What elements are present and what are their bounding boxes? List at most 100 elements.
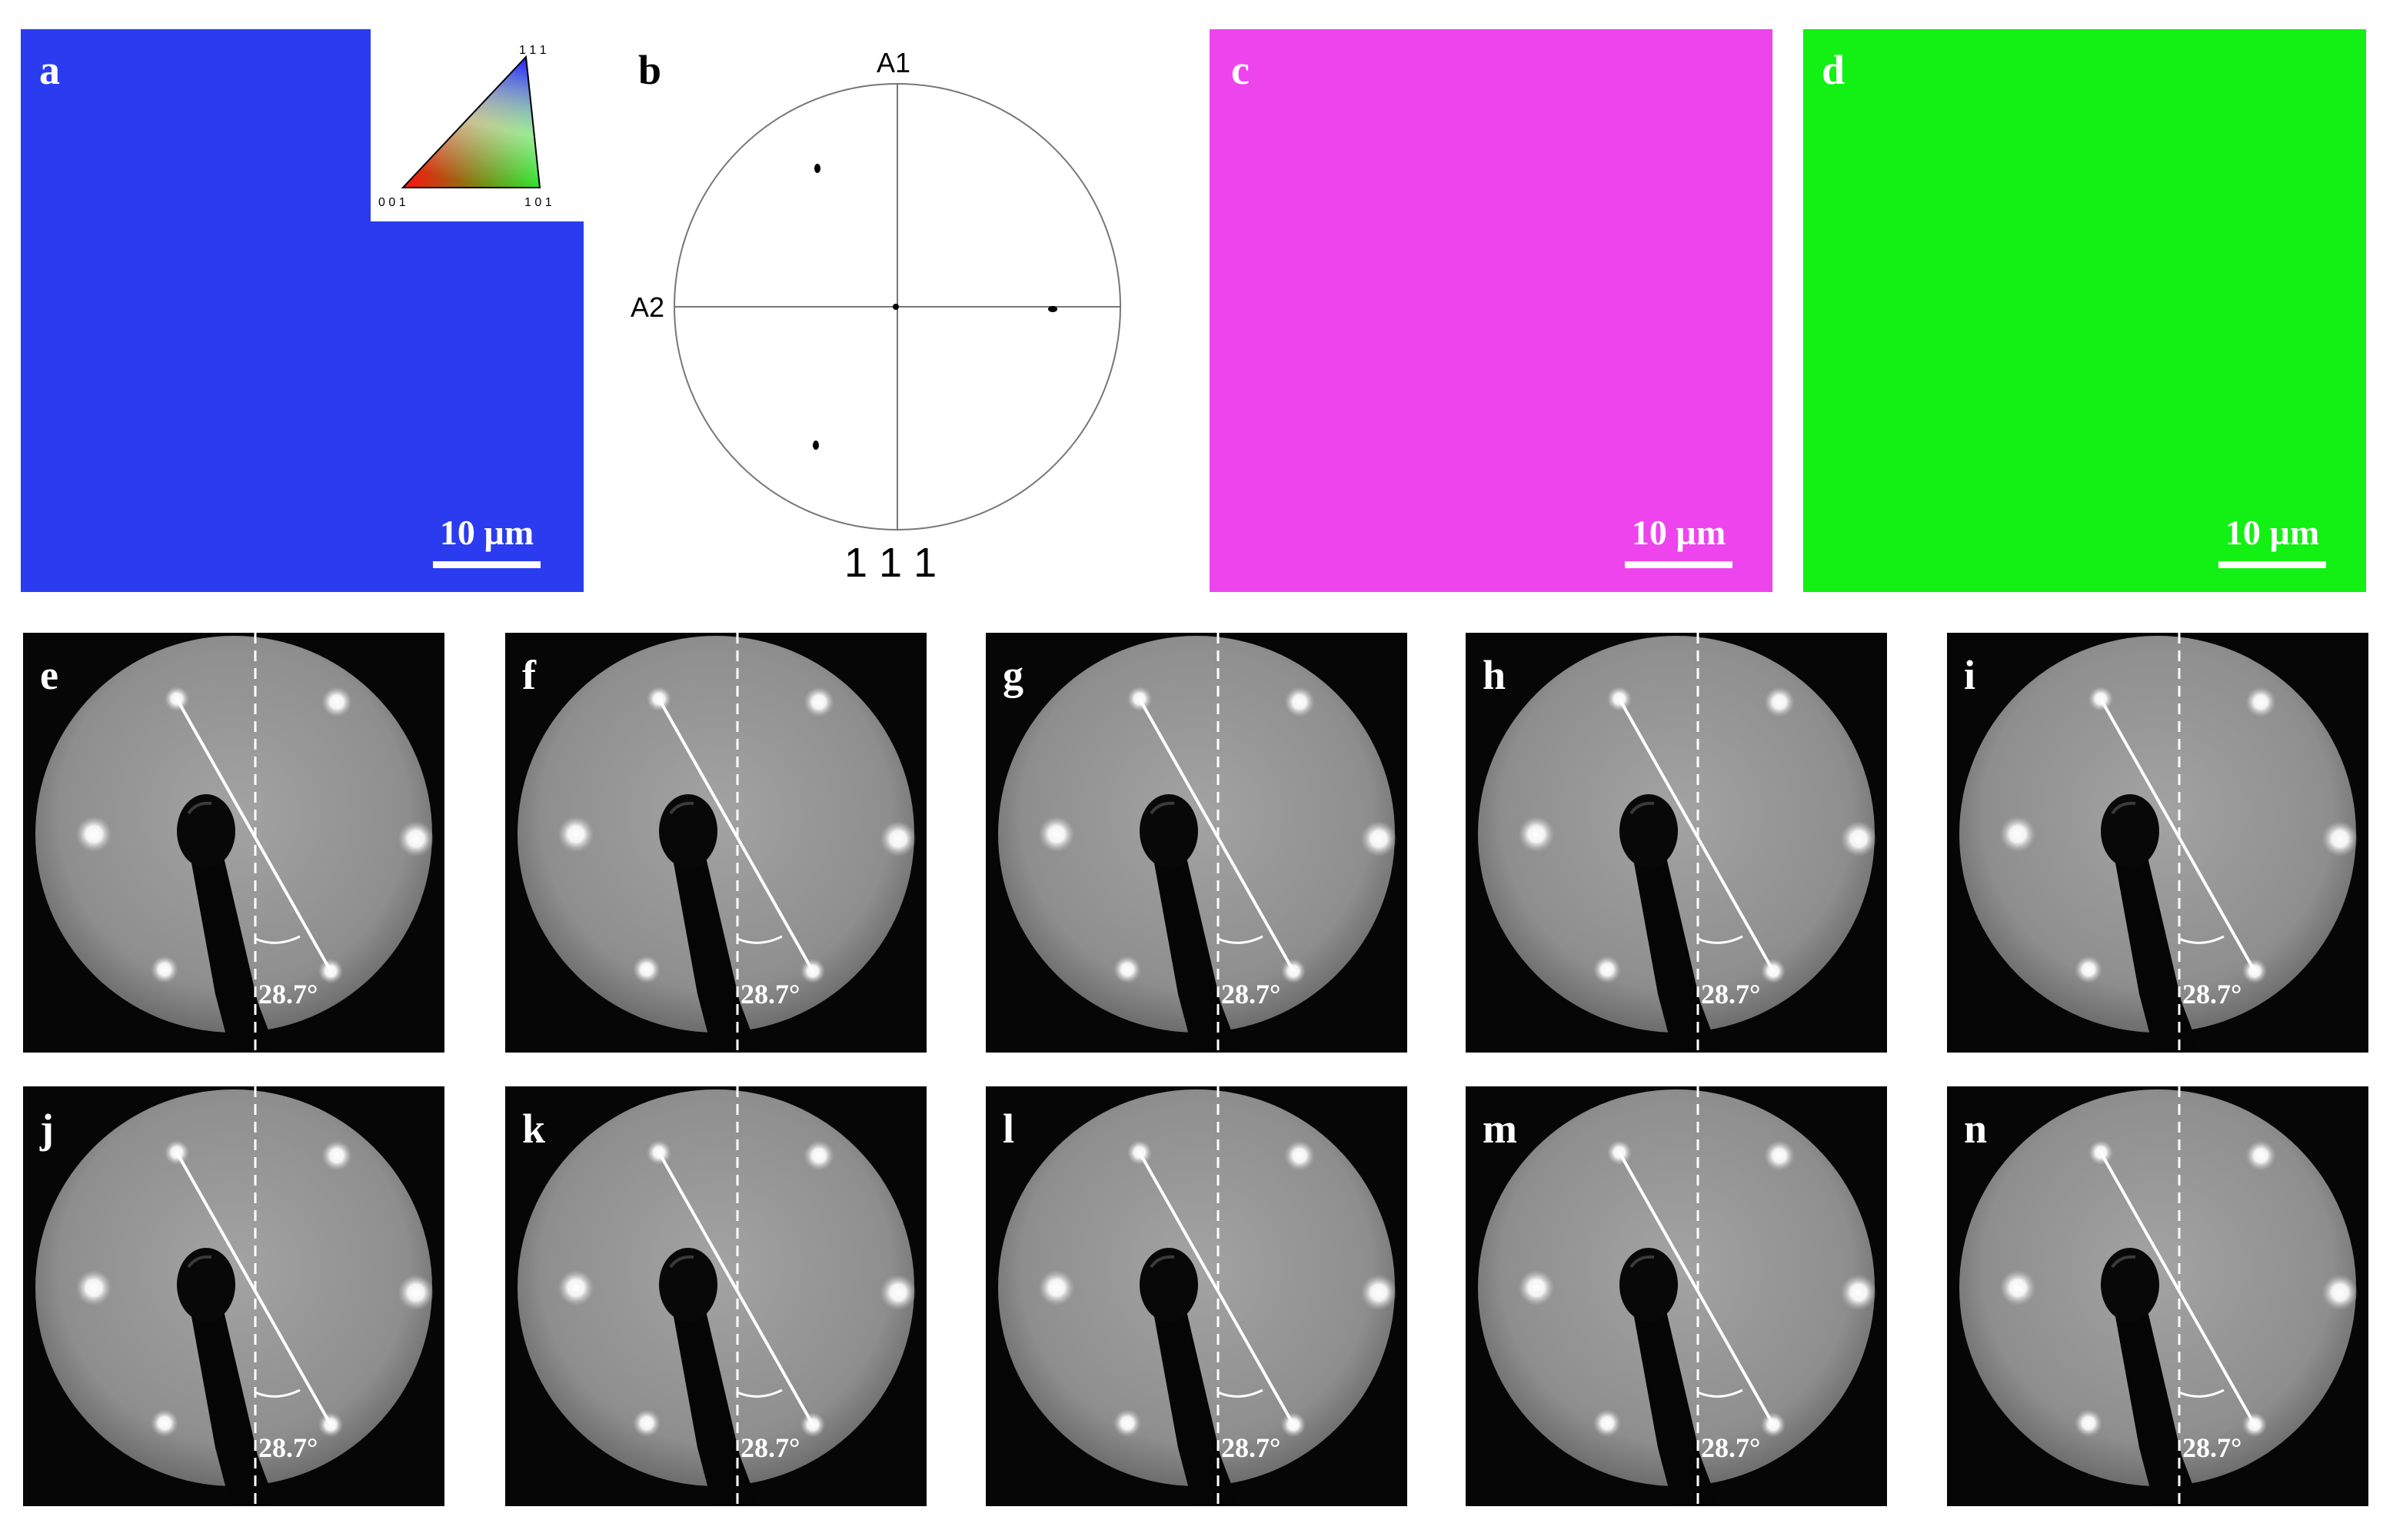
diffraction-spot xyxy=(321,1140,352,1171)
plane-label-111: 1 1 1 xyxy=(844,540,937,586)
pole-figure-plot: A1 A2 1 1 1 xyxy=(631,47,1121,586)
diffraction-spot xyxy=(75,1269,112,1306)
spot-connection-line xyxy=(175,698,332,972)
pole-point xyxy=(814,164,820,173)
leed-pattern-k: k 28.7° xyxy=(505,1086,927,1506)
angle-label: 28.7° xyxy=(1701,1432,1761,1463)
diffraction-spot xyxy=(557,1269,594,1306)
panel-label-a: a xyxy=(39,47,60,93)
angle-label: 28.7° xyxy=(741,1432,800,1463)
scale-bar-label: 10 µm xyxy=(1631,513,1726,552)
panel-label-j: j xyxy=(40,1106,54,1152)
spot-connection-line xyxy=(1618,698,1775,972)
spot-connection-line xyxy=(657,698,814,972)
scale-bar-line xyxy=(2218,561,2326,568)
spot-connection-line xyxy=(2099,698,2256,972)
diffraction-spot xyxy=(804,1140,834,1171)
panel-label-b: b xyxy=(638,47,662,93)
scale-bar-line xyxy=(433,561,541,568)
angle-arc xyxy=(2178,1389,2225,1398)
angle-label: 28.7° xyxy=(2182,1432,2242,1463)
diffraction-spot xyxy=(1840,820,1877,857)
diffraction-spot xyxy=(880,820,917,857)
panel-label-e: e xyxy=(40,652,58,698)
diffraction-spot xyxy=(1593,1409,1621,1437)
leed-pattern-i: i 28.7° xyxy=(1947,633,2368,1053)
spot-connection-line xyxy=(2099,1152,2256,1425)
panel-label-l: l xyxy=(1003,1106,1015,1152)
angle-label: 28.7° xyxy=(258,1432,318,1463)
diffraction-spot xyxy=(2075,1409,2102,1437)
diffraction-spot xyxy=(75,816,112,853)
scale-bar-label: 10 µm xyxy=(2225,513,2320,552)
diffraction-spot xyxy=(633,1409,661,1437)
spot-connection-line xyxy=(1138,698,1295,972)
diffraction-spot xyxy=(1999,816,2036,853)
diffraction-spot xyxy=(2075,956,2102,983)
diffraction-spot xyxy=(1284,1140,1315,1171)
leed-pattern-image xyxy=(518,633,917,1053)
ipf-legend-cutout: 1 1 1 0 0 1 1 0 1 xyxy=(371,29,584,221)
diffraction-spot xyxy=(1284,687,1315,717)
ipf-corner-111: 1 1 1 xyxy=(519,44,547,57)
diffraction-spot xyxy=(398,1274,434,1311)
pole-point xyxy=(813,441,819,450)
scale-bar-label: 10 µm xyxy=(439,513,534,552)
ipf-triangle-legend: 1 1 1 0 0 1 1 0 1 xyxy=(378,44,552,209)
leed-pattern-g: g 28.7° xyxy=(986,633,1407,1053)
spot-connection-line xyxy=(657,1152,814,1425)
angle-arc xyxy=(255,935,301,944)
diffraction-spot xyxy=(1360,820,1397,857)
leed-pattern-f: f 28.7° xyxy=(505,633,927,1053)
diffraction-spot xyxy=(321,687,352,717)
ebsd-map-c: c 10 µm xyxy=(1210,29,1772,592)
diffraction-spot xyxy=(1764,1140,1795,1171)
diffraction-spot xyxy=(151,1409,178,1437)
spot-connection-line xyxy=(1138,1152,1295,1425)
diffraction-spot xyxy=(2321,1274,2358,1311)
spot-connection-line xyxy=(175,1152,332,1425)
angle-arc xyxy=(737,1389,783,1398)
leed-pattern-e: e 28.7° xyxy=(23,633,444,1053)
panel-label-h: h xyxy=(1483,652,1506,698)
pole-point xyxy=(893,304,899,310)
angle-label: 28.7° xyxy=(258,979,318,1009)
ipf-corner-001: 0 0 1 xyxy=(378,196,406,209)
scale-bar-a: 10 µm xyxy=(425,515,548,568)
leed-pattern-image xyxy=(998,1086,1397,1506)
scale-bar-line xyxy=(1625,561,1732,568)
leed-pattern-j: j 28.7° xyxy=(23,1086,444,1506)
diffraction-spot xyxy=(151,956,178,983)
angle-arc xyxy=(255,1389,301,1398)
angle-label: 28.7° xyxy=(1221,1432,1281,1463)
diffraction-spot xyxy=(1113,956,1141,983)
panel-label-g: g xyxy=(1003,652,1023,698)
ebsd-map-a: 1 1 1 0 0 1 1 0 1 a 10 µm xyxy=(21,29,584,592)
diffraction-spot xyxy=(2245,1140,2276,1171)
diffraction-spot xyxy=(1038,1269,1075,1306)
angle-label: 28.7° xyxy=(741,979,800,1009)
leed-pattern-image xyxy=(1478,633,1877,1053)
ipf-corner-101: 1 0 1 xyxy=(524,196,552,209)
leed-pattern-image xyxy=(518,1086,917,1506)
panel-label-k: k xyxy=(522,1106,546,1152)
angle-arc xyxy=(1217,1389,1263,1398)
scale-bar-d: 10 µm xyxy=(2211,515,2334,568)
leed-pattern-image xyxy=(35,1086,434,1506)
diffraction-spot xyxy=(880,1274,917,1311)
diffraction-spot xyxy=(1518,1269,1555,1306)
axis-label-a2: A2 xyxy=(631,291,664,323)
panel-label-c: c xyxy=(1231,47,1250,93)
angle-label: 28.7° xyxy=(2182,979,2242,1009)
angle-arc xyxy=(737,935,783,944)
scale-bar-c: 10 µm xyxy=(1617,515,1740,568)
leed-pattern-l: l 28.7° xyxy=(986,1086,1407,1506)
panel-label-m: m xyxy=(1483,1106,1517,1152)
diffraction-spot xyxy=(1840,1274,1877,1311)
diffraction-spot xyxy=(1038,816,1075,853)
spot-connection-line xyxy=(1618,1152,1775,1425)
leed-pattern-image xyxy=(998,633,1397,1053)
diffraction-spot xyxy=(1593,956,1621,983)
leed-pattern-image xyxy=(35,633,434,1053)
